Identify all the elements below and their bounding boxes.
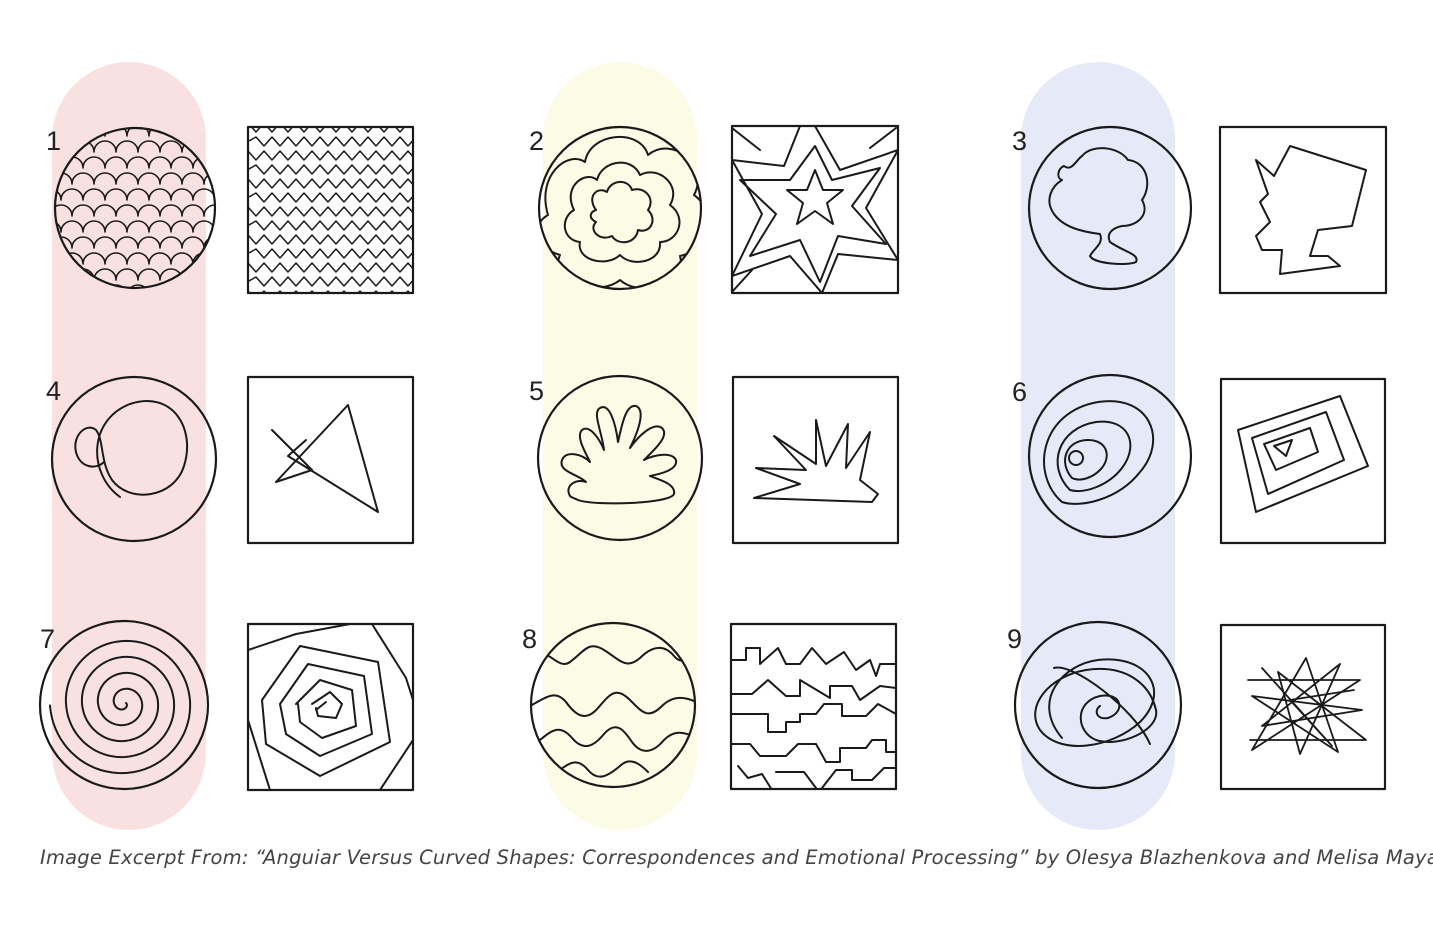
pair-number: 9 (1007, 624, 1022, 654)
pair-number: 1 (46, 126, 61, 156)
concentric-ovals-icon (1027, 373, 1193, 539)
round-spiral-icon (38, 619, 210, 791)
tangled-loops-icon (1013, 620, 1183, 790)
pair-number: 7 (40, 624, 55, 654)
wavy-lines-icon (529, 621, 697, 789)
column-highlight-3 (1021, 62, 1175, 830)
step-zigzag-lines-icon (729, 622, 898, 791)
pair-number: 3 (1012, 126, 1027, 156)
zigzag-heart-pattern-icon (246, 125, 415, 295)
blob-tree-icon (1027, 125, 1193, 291)
rounded-hand-blob-icon (536, 374, 704, 542)
pair-number: 4 (46, 376, 61, 406)
concentric-quadrilaterals-icon (1219, 377, 1387, 545)
figure-caption: Image Excerpt From: “Anguiar Versus Curv… (40, 846, 1433, 869)
tangled-straight-lines-icon (1219, 623, 1387, 791)
pair-number: 6 (1012, 377, 1027, 407)
pair-number: 5 (529, 376, 544, 406)
angular-spiral-icon (246, 622, 415, 792)
pair-number: 8 (522, 624, 537, 654)
column-highlight-2 (543, 62, 697, 830)
spiky-grass-icon (731, 375, 900, 545)
loops-circles-icon (50, 375, 218, 543)
jagged-polygon-tree-icon (1218, 125, 1388, 295)
triangle-bowtie-icon (246, 375, 415, 545)
pair-number: 2 (529, 126, 544, 156)
concentric-star-icon (730, 124, 900, 295)
fish-scale-pattern-icon (53, 126, 217, 290)
